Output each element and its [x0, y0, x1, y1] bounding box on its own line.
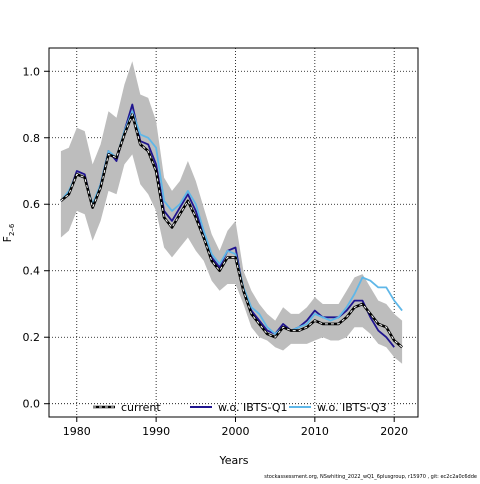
y-tick-label: 0.6: [23, 198, 41, 211]
legend-label: w.o. IBTS-Q1: [218, 401, 288, 414]
x-tick-label: 1990: [142, 425, 170, 438]
y-tick-label: 0.4: [23, 265, 41, 278]
y-tick-label: 0.2: [23, 331, 41, 344]
y-axis-label-main: F: [1, 236, 14, 242]
series-line-current-dash: [60, 112, 403, 348]
x-tick-label: 2020: [380, 425, 408, 438]
x-tick-label: 2000: [221, 425, 249, 438]
legend-label: current: [121, 401, 161, 414]
legend: current w.o. IBTS-Q1 w.o. IBTS-Q3: [93, 401, 387, 414]
x-axis-label: Years: [218, 454, 248, 467]
plot-frame: [48, 47, 419, 418]
x-tick-label: 1980: [63, 425, 91, 438]
axes: 1980 1990 2000 2010 2020 0.0 0.2 0.4 0.6 0.8 1.0: [23, 65, 409, 438]
confidence-band: [60, 61, 403, 364]
series-lines: [60, 103, 403, 349]
x-tick-label: 2010: [301, 425, 329, 438]
y-tick-label: 1.0: [23, 65, 41, 78]
confidence-band-area: [60, 61, 403, 364]
y-axis-label-subscript: 2–6: [8, 223, 16, 236]
y-tick-label: 0.8: [23, 132, 41, 145]
y-tick-label: 0.0: [23, 398, 41, 411]
y-axis-label: F2–6: [1, 223, 16, 242]
legend-label: w.o. IBTS-Q3: [317, 401, 387, 414]
footer-credit: stockassessment.org, NSwhiting_2022_wQ1_…: [264, 474, 477, 480]
